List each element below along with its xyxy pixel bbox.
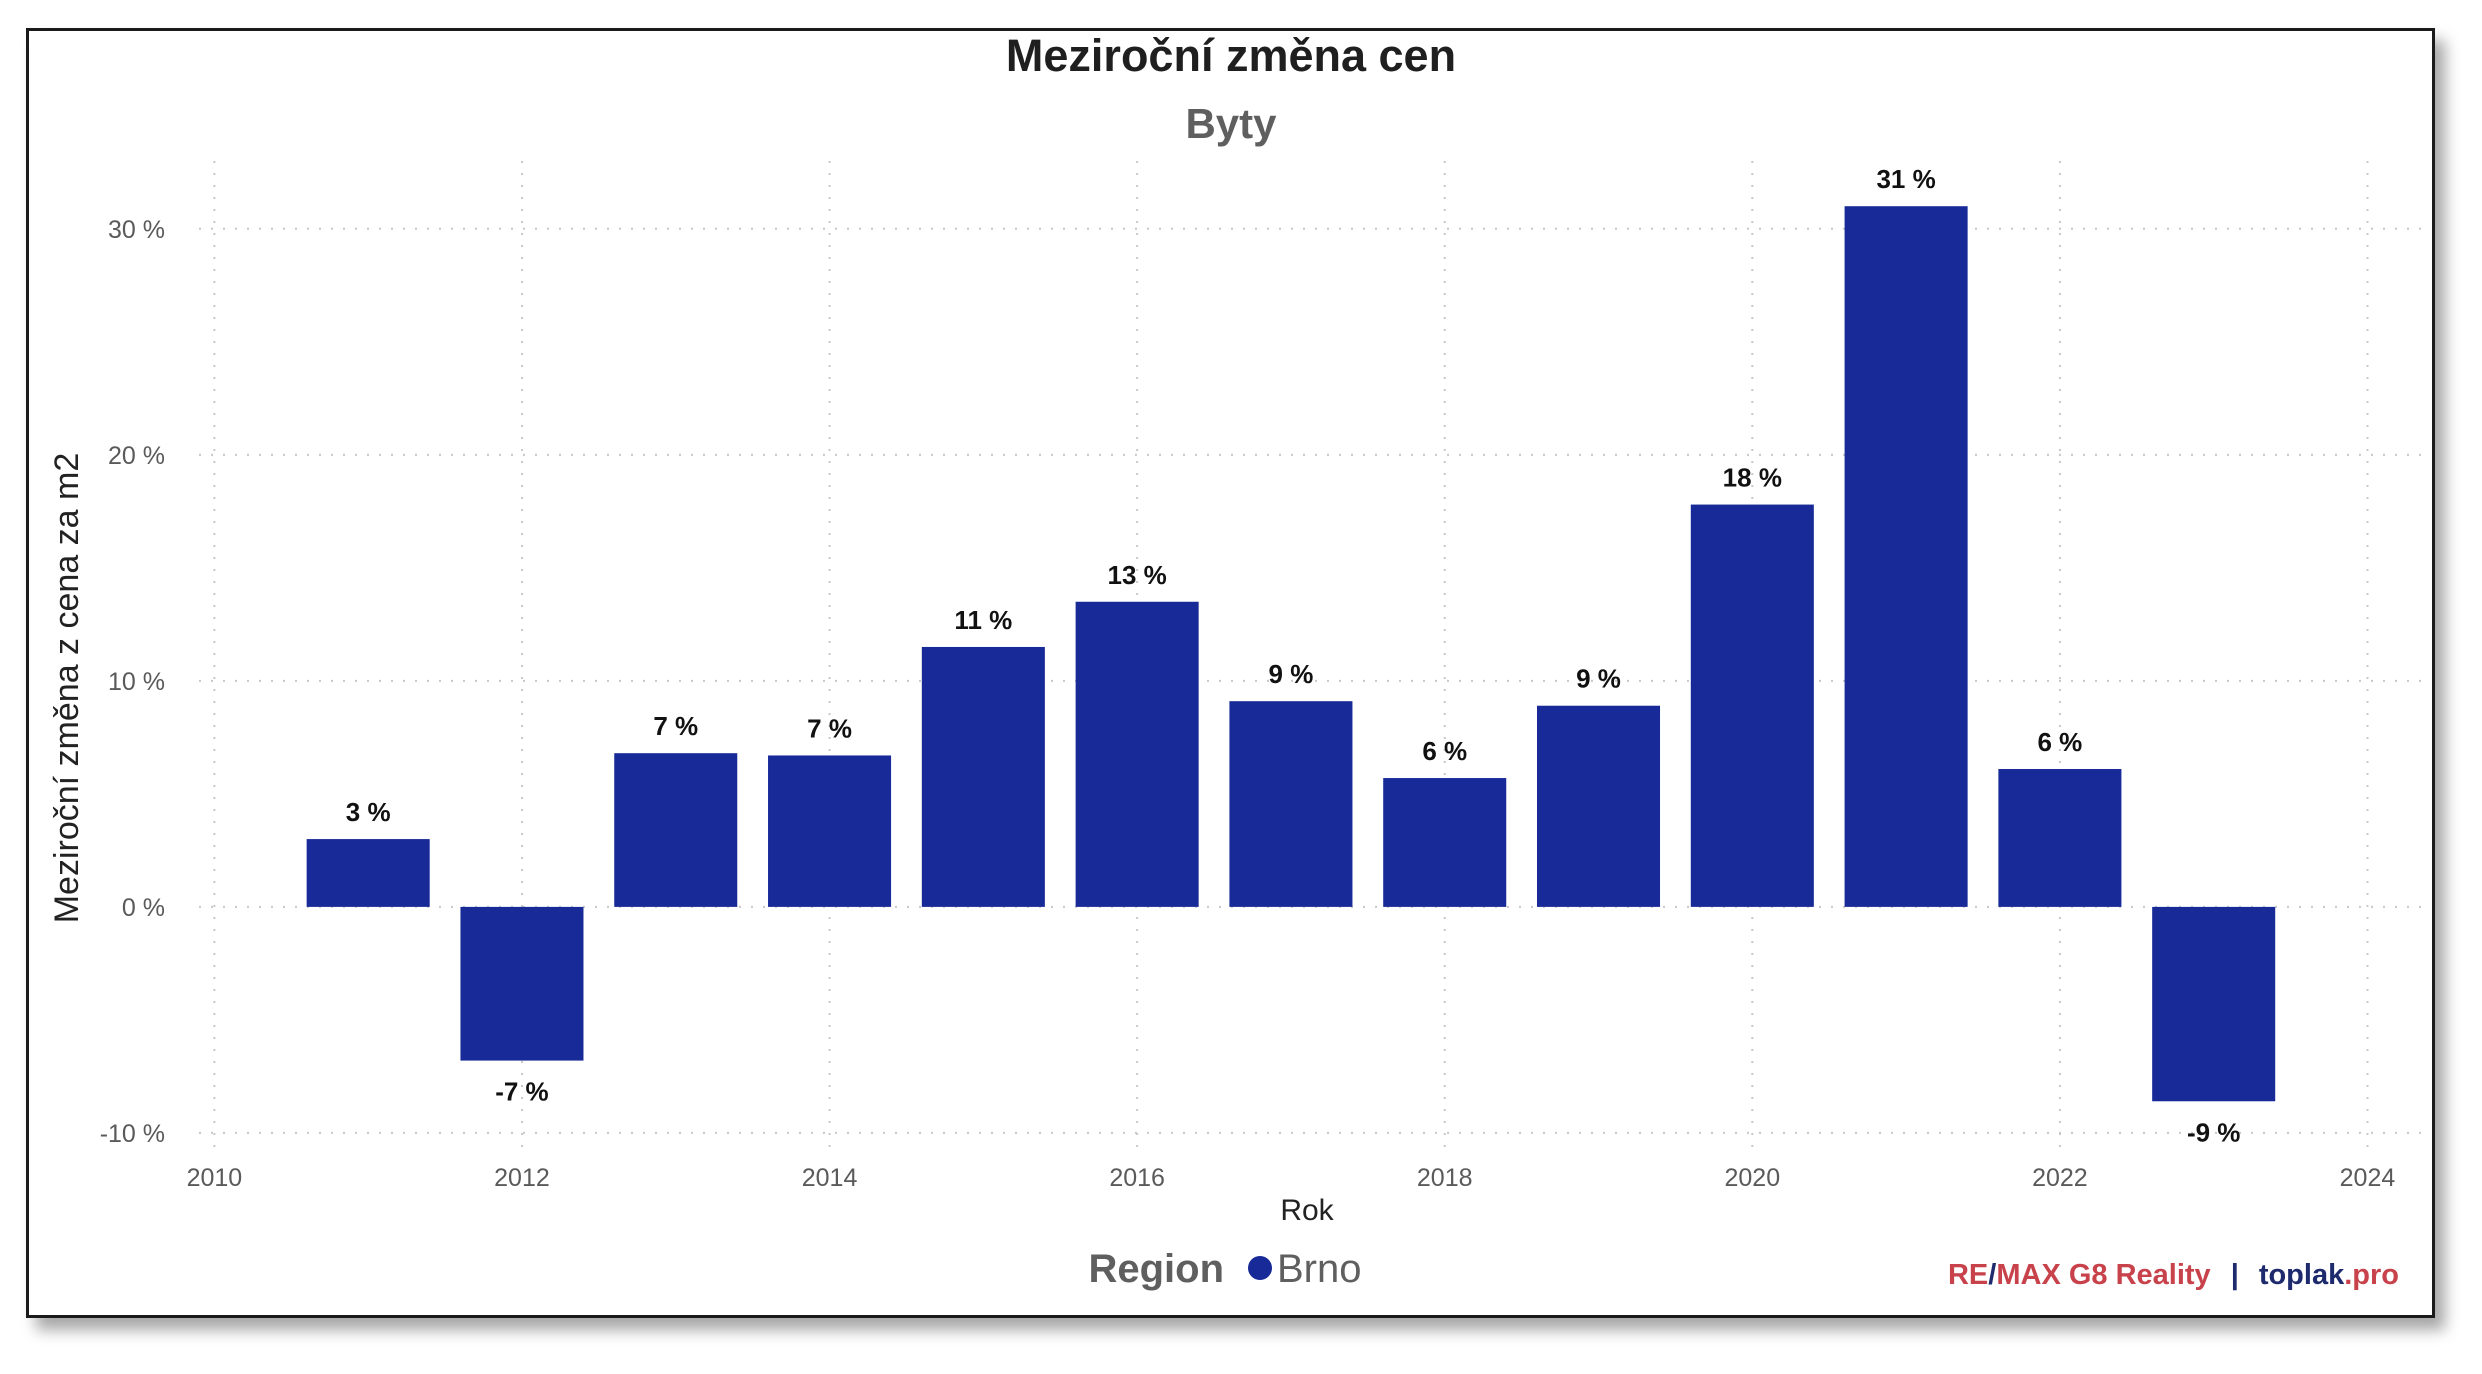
x-tick-label: 2016 xyxy=(1109,1164,1165,1192)
bar-2023 xyxy=(2152,906,2276,1102)
y-tick-label: -10 % xyxy=(100,1120,165,1148)
x-tick-label: 2022 xyxy=(2032,1164,2088,1192)
credit-separator: | xyxy=(2231,1259,2239,1291)
y-axis-title: Meziroční změna z cena za m2 xyxy=(48,453,86,924)
bar-2017 xyxy=(1229,701,1353,907)
labels-layer: 3 % -7 % 7 % 7 % 11 % 13 % 9 % 6 % 9 % 18 % 31 % 6 … xyxy=(346,164,2241,1147)
bar-value-label: -9 % xyxy=(2187,1117,2240,1147)
bar-2015 xyxy=(921,646,1045,907)
credit-toplak-name: toplak xyxy=(2259,1259,2345,1291)
bar-2013 xyxy=(614,753,738,907)
credit-remax-rest: MAX G8 Reality xyxy=(1996,1259,2210,1291)
legend-marker-brno xyxy=(1248,1256,1272,1280)
bar-2021 xyxy=(1844,206,1968,907)
ticks-layer: -10 % 0 % 10 % 20 % 30 % 2010 2012 2014 2016 2018… xyxy=(100,216,2396,1192)
bar-value-label: 9 % xyxy=(1269,659,1314,689)
chart-subtitle: Byty xyxy=(1185,100,1277,147)
x-tick-label: 2024 xyxy=(2340,1164,2396,1192)
bar-2012 xyxy=(460,906,584,1061)
credit-remax-slash: / xyxy=(1988,1259,1996,1291)
chart-title: Meziroční změna cen xyxy=(1006,31,1456,81)
bar-value-label: 7 % xyxy=(653,711,698,741)
bar-value-label: 13 % xyxy=(1108,560,1167,590)
x-tick-label: 2010 xyxy=(187,1164,243,1192)
x-tick-label: 2014 xyxy=(802,1164,858,1192)
bars-layer xyxy=(306,206,2276,1102)
bar-2022 xyxy=(1998,769,2122,907)
x-tick-label: 2018 xyxy=(1417,1164,1473,1192)
x-tick-label: 2012 xyxy=(494,1164,550,1192)
x-axis-title: Rok xyxy=(1280,1194,1334,1227)
bar-value-label: 11 % xyxy=(954,605,1012,635)
y-tick-label: 20 % xyxy=(108,442,165,470)
bar-2016 xyxy=(1075,601,1199,907)
bar-value-label: 6 % xyxy=(2037,727,2082,757)
bar-value-label: 7 % xyxy=(807,713,852,743)
legend: Region Brno xyxy=(1088,1247,1361,1291)
bar-value-label: 9 % xyxy=(1576,664,1621,694)
bar-2020 xyxy=(1690,504,1814,907)
y-tick-label: 0 % xyxy=(122,894,165,922)
legend-title: Region xyxy=(1088,1247,1224,1291)
bar-2018 xyxy=(1383,778,1507,907)
x-tick-label: 2020 xyxy=(1724,1164,1780,1192)
bar-2019 xyxy=(1537,705,1661,907)
bar-2011 xyxy=(306,839,430,907)
legend-item-brno: Brno xyxy=(1277,1247,1362,1291)
bar-value-label: 18 % xyxy=(1723,463,1782,493)
chart-frame: 3 % -7 % 7 % 7 % 11 % 13 % 9 % 6 % 9 % 18 % 31 % 6 … xyxy=(26,28,2435,1318)
y-tick-label: 30 % xyxy=(108,216,165,244)
chart-canvas: 3 % -7 % 7 % 7 % 11 % 13 % 9 % 6 % 9 % 18 % 31 % 6 … xyxy=(48,30,2429,1291)
y-tick-label: 10 % xyxy=(108,668,165,696)
credit-line: RE/MAX G8 Reality | toplak.pro xyxy=(1948,1259,2399,1291)
bar-value-label: 31 % xyxy=(1876,164,1935,194)
bar-2014 xyxy=(768,755,892,907)
bar-value-label: 3 % xyxy=(346,797,391,827)
credit-toplak-domain: .pro xyxy=(2344,1259,2399,1291)
bar-value-label: 6 % xyxy=(1422,736,1467,766)
credit-remax-re: RE xyxy=(1948,1259,1988,1291)
bar-value-label: -7 % xyxy=(495,1077,548,1107)
